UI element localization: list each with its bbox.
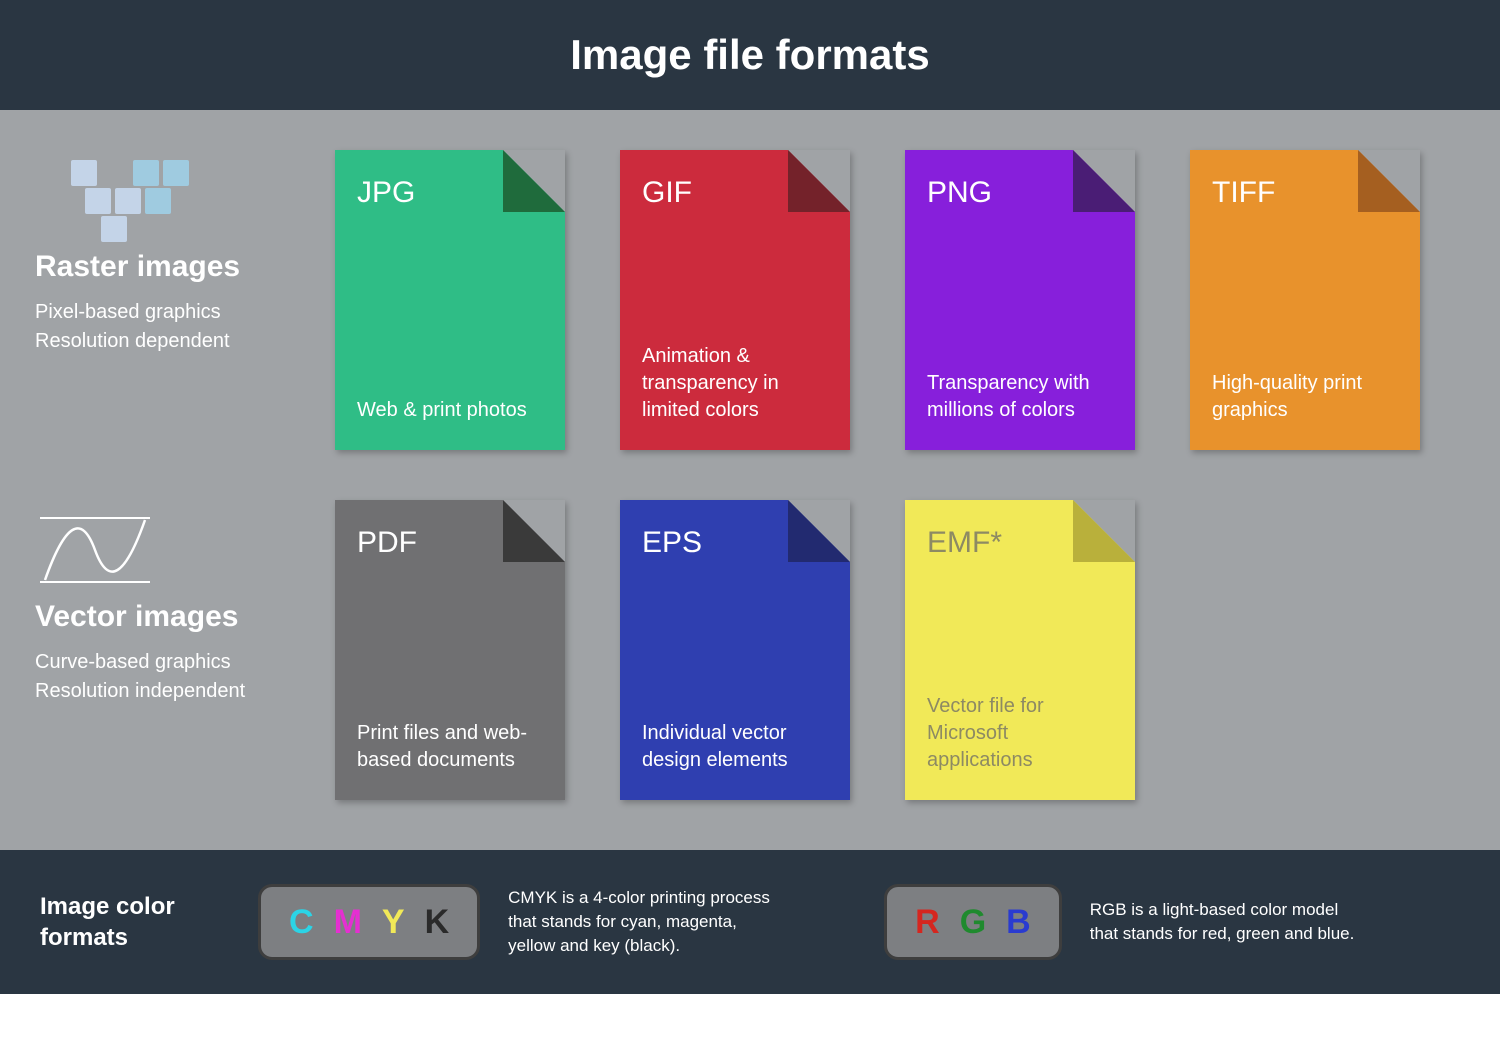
file-card-png: PNGTransparency with millions of colors <box>905 150 1135 450</box>
color-letter-g: G <box>960 903 986 942</box>
raster-category: Raster images Pixel-based graphicsResolu… <box>35 150 335 356</box>
raster-row: Raster images Pixel-based graphicsResolu… <box>35 150 1465 450</box>
cmyk-badge: CMYK <box>258 884 480 960</box>
footer: Image color formats CMYK CMYK is a 4-col… <box>0 850 1500 994</box>
main-content: Raster images Pixel-based graphicsResolu… <box>0 110 1500 850</box>
file-desc: Individual vector design elements <box>642 720 828 774</box>
vector-category: Vector images Curve-based graphicsResolu… <box>35 500 335 706</box>
color-letter-y: Y <box>382 903 405 942</box>
cmyk-desc: CMYK is a 4-color printing process that … <box>508 886 788 957</box>
vector-desc: Curve-based graphicsResolution independe… <box>35 648 335 706</box>
color-letter-m: M <box>334 903 362 942</box>
file-card-gif: GIFAnimation & transparency in limited c… <box>620 150 850 450</box>
rgb-badge: RGB <box>884 884 1062 960</box>
header: Image file formats <box>0 0 1500 110</box>
page-title: Image file formats <box>570 31 929 79</box>
file-desc: Animation & transparency in limited colo… <box>642 343 828 424</box>
vector-title: Vector images <box>35 600 335 634</box>
file-desc: Transparency with millions of colors <box>927 370 1113 424</box>
raster-cards: JPGWeb & print photosGIFAnimation & tran… <box>335 150 1420 450</box>
color-letter-c: C <box>289 903 314 942</box>
rgb-desc: RGB is a light-based color model that st… <box>1090 898 1370 946</box>
file-desc: High-quality print graphics <box>1212 370 1398 424</box>
color-letter-b: B <box>1006 903 1031 942</box>
file-desc: Web & print photos <box>357 397 543 424</box>
vector-row: Vector images Curve-based graphicsResolu… <box>35 500 1465 800</box>
file-desc: Vector file for Microsoft applications <box>927 693 1113 774</box>
file-desc: Print files and web-based documents <box>357 720 543 774</box>
footer-title: Image color formats <box>40 891 230 953</box>
raster-title: Raster images <box>35 250 335 284</box>
curve-icon <box>35 510 335 600</box>
page: Image file formats Raster images Pixel-b… <box>0 0 1500 994</box>
file-card-jpg: JPGWeb & print photos <box>335 150 565 450</box>
raster-desc: Pixel-based graphicsResolution dependent <box>35 298 335 356</box>
vector-cards: PDFPrint files and web-based documentsEP… <box>335 500 1135 800</box>
color-letter-k: K <box>425 903 450 942</box>
file-card-pdf: PDFPrint files and web-based documents <box>335 500 565 800</box>
file-card-emf: EMF*Vector file for Microsoft applicatio… <box>905 500 1135 800</box>
color-letter-r: R <box>915 903 940 942</box>
file-card-tiff: TIFFHigh-quality print graphics <box>1190 150 1420 450</box>
pixel-icon <box>35 160 335 250</box>
file-card-eps: EPSIndividual vector design elements <box>620 500 850 800</box>
